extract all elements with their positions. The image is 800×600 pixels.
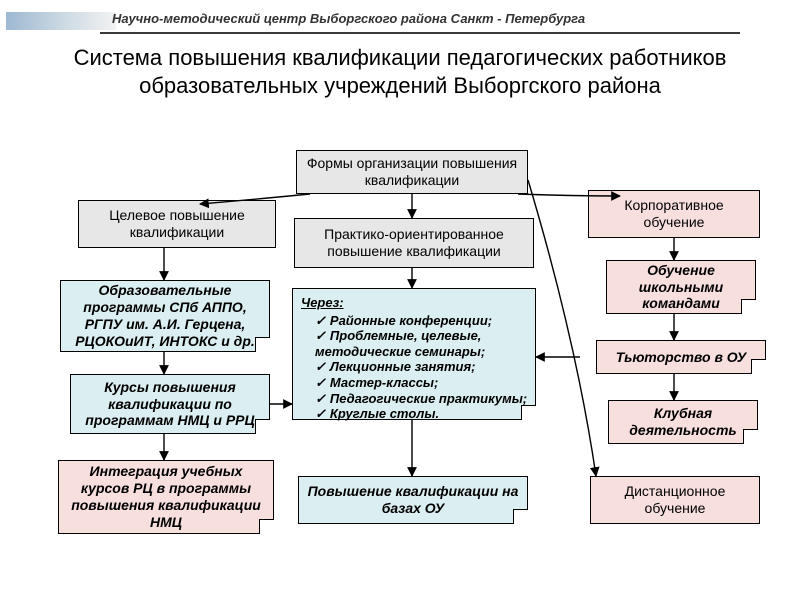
note-fold-icon: [743, 429, 758, 444]
node-club-activity: Клубная деятельность: [608, 400, 758, 444]
list-item: Лекционные занятия;: [315, 359, 529, 375]
list-item: Круглые столы.: [315, 406, 529, 422]
node-label: Тьюторство в ОУ: [616, 349, 747, 366]
list-item: Районные конференции;: [315, 313, 529, 329]
list-item: Педагогические практикумы;: [315, 391, 529, 407]
note-fold-icon: [255, 419, 270, 434]
list-item: Мастер-классы;: [315, 375, 529, 391]
node-label: Клубная деятельность: [615, 405, 751, 439]
slide-title: Система повышения квалификации педагогич…: [40, 44, 760, 99]
node-forms-top: Формы организации повышения квалификации: [296, 150, 528, 194]
node-edu-programs: Образовательные программы СПб АППО, РГПУ…: [60, 280, 270, 352]
node-targeted-header: Целевое повышение квалификации: [78, 200, 276, 248]
note-fold-icon: [255, 337, 270, 352]
node-corporate-header: Корпоративное обучение: [588, 190, 760, 238]
node-label: Обучение школьными командами: [613, 262, 749, 312]
note-fold-icon: [741, 299, 756, 314]
node-at-school-base: Повышение квалификации на базах ОУ: [298, 476, 528, 524]
node-distance-learning: Дистанционное обучение: [590, 476, 760, 524]
note-fold-icon: [521, 405, 536, 420]
org-name: Научно-методический центр Выборгского ра…: [112, 11, 585, 26]
node-label: Целевое повышение квалификации: [85, 207, 269, 241]
node-label: Повышение квалификации на базах ОУ: [305, 483, 521, 517]
node-through-list: Через: Районные конференции;Проблемные, …: [292, 288, 536, 420]
through-list: Районные конференции;Проблемные, целевые…: [299, 313, 529, 422]
node-label: Дистанционное обучение: [597, 483, 753, 517]
node-label: Практико-ориентированное повышение квали…: [301, 226, 527, 260]
list-heading: Через:: [301, 295, 529, 311]
node-tutoring: Тьюторство в ОУ: [596, 340, 766, 374]
slide-header: Научно-методический центр Выборгского ра…: [0, 10, 800, 32]
note-fold-icon: [513, 509, 528, 524]
list-item: Проблемные, целевые, методические семина…: [315, 328, 529, 359]
note-fold-icon: [751, 359, 766, 374]
node-school-teams: Обучение школьными командами: [606, 260, 756, 314]
header-underline: [100, 32, 740, 34]
header-accent: [6, 12, 116, 30]
node-label: Корпоративное обучение: [595, 197, 753, 231]
node-label: Интеграция учебных курсов РЦ в программы…: [65, 463, 267, 530]
node-label: Курсы повышения квалификации по программ…: [77, 379, 263, 429]
node-label: Образовательные программы СПб АППО, РГПУ…: [67, 282, 263, 349]
slide-stage: Научно-методический центр Выборгского ра…: [0, 0, 800, 600]
node-integration: Интеграция учебных курсов РЦ в программы…: [58, 460, 274, 534]
node-courses-nmc: Курсы повышения квалификации по программ…: [70, 374, 270, 434]
node-label: Формы организации повышения квалификации: [303, 155, 521, 189]
node-practice-header: Практико-ориентированное повышение квали…: [294, 218, 534, 268]
note-fold-icon: [259, 519, 274, 534]
